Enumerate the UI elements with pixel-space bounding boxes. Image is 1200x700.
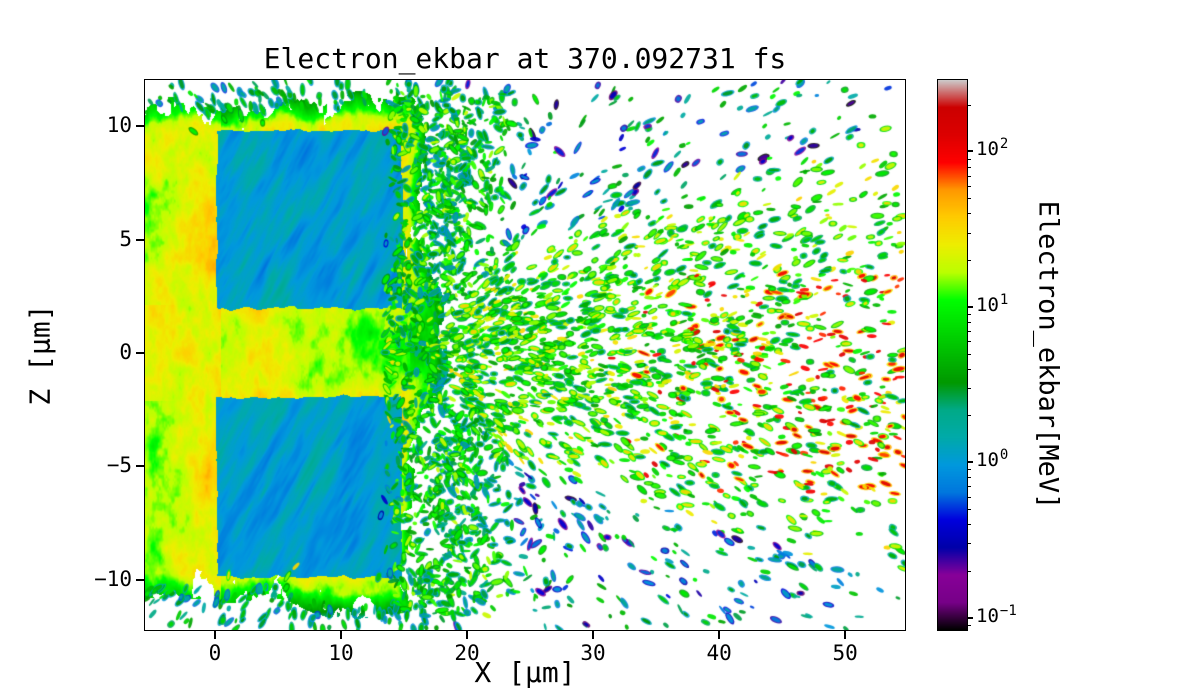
x-axis-label: X [μm]	[474, 656, 576, 689]
colorbar-minor-tick-mark	[968, 415, 971, 417]
colorbar-minor-tick-mark	[968, 524, 971, 526]
colorbar-minor-tick-mark	[968, 477, 971, 479]
x-tick-mark	[844, 631, 847, 639]
colorbar-minor-tick-mark	[968, 158, 971, 160]
colorbar-tick-label: 101	[976, 291, 1009, 316]
y-tick-label: 0	[119, 340, 132, 365]
colorbar-minor-tick-mark	[968, 321, 971, 323]
x-tick-mark	[592, 631, 595, 639]
colorbar-minor-tick-mark	[968, 104, 971, 106]
x-tick-mark	[213, 631, 216, 639]
colorbar-minor-tick-mark	[968, 368, 971, 370]
colorbar-tick-label: 10−1	[976, 602, 1017, 627]
colorbar-minor-tick-mark	[968, 330, 971, 332]
y-tick-mark	[136, 578, 144, 581]
y-tick-label: 10	[106, 113, 132, 138]
x-tick-label: 20	[454, 641, 480, 665]
heatmap-canvas	[145, 80, 905, 630]
colorbar-minor-tick-mark	[968, 508, 971, 510]
colorbar-minor-tick-mark	[968, 388, 971, 390]
x-tick-label: 10	[328, 641, 354, 665]
colorbar-minor-tick-mark	[968, 175, 971, 177]
y-tick-mark	[136, 352, 144, 355]
x-tick-label: 50	[832, 641, 858, 665]
plot-area	[144, 79, 906, 631]
x-tick-label: 30	[580, 641, 606, 665]
colorbar-minor-tick-mark	[968, 624, 971, 626]
plot-title: Electron_ekbar at 370.092731 fs	[263, 42, 787, 75]
colorbar-minor-tick-mark	[968, 185, 971, 187]
colorbar-minor-tick-mark	[968, 341, 971, 343]
colorbar-minor-tick-mark	[968, 198, 971, 200]
colorbar-tick-mark	[968, 305, 973, 308]
colorbar-minor-tick-mark	[968, 496, 971, 498]
y-tick-mark	[136, 465, 144, 468]
x-tick-label: 0	[208, 641, 222, 665]
colorbar-minor-tick-mark	[968, 213, 971, 215]
colorbar-minor-tick-mark	[968, 313, 971, 315]
colorbar-minor-tick-mark	[968, 353, 971, 355]
colorbar-minor-tick-mark	[968, 486, 971, 488]
x-tick-mark	[339, 631, 342, 639]
colorbar-tick-mark	[968, 616, 973, 619]
y-axis-label: Z [μm]	[23, 304, 57, 406]
colorbar	[937, 79, 968, 631]
y-tick-label: −5	[106, 453, 132, 478]
colorbar-tick-label: 102	[976, 136, 1009, 161]
colorbar-minor-tick-mark	[968, 260, 971, 262]
colorbar-minor-tick-mark	[968, 570, 971, 572]
x-tick-label: 40	[706, 641, 732, 665]
colorbar-canvas	[938, 80, 967, 630]
colorbar-label: Electron_ekbar[MeV]	[1032, 200, 1064, 510]
y-tick-mark	[136, 238, 144, 241]
colorbar-minor-tick-mark	[968, 232, 971, 234]
y-tick-mark	[136, 125, 144, 128]
colorbar-minor-tick-mark	[968, 166, 971, 168]
y-tick-label: −10	[94, 566, 132, 591]
x-tick-mark	[718, 631, 721, 639]
colorbar-tick-mark	[968, 150, 973, 153]
colorbar-minor-tick-mark	[968, 543, 971, 545]
colorbar-minor-tick-mark	[968, 469, 971, 471]
colorbar-tick-label: 100	[976, 447, 1009, 472]
y-tick-label: 5	[119, 226, 132, 251]
x-tick-mark	[466, 631, 469, 639]
colorbar-tick-mark	[968, 461, 973, 464]
